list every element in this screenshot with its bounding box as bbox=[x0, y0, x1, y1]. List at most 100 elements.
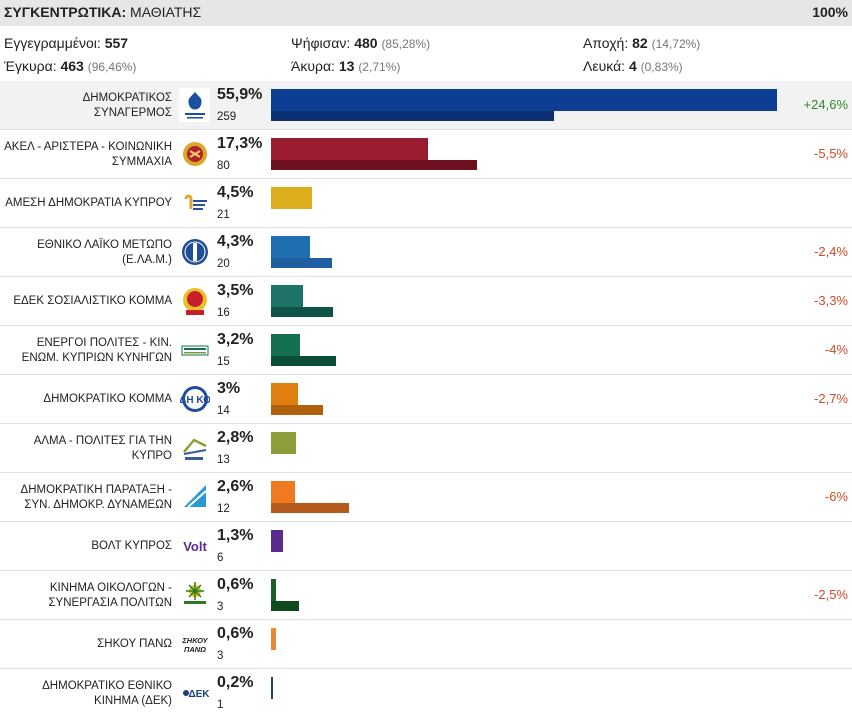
party-percent: 0,2% bbox=[217, 674, 254, 691]
elam-icon bbox=[179, 235, 210, 269]
sikou-icon: ΣΗΚΟΥ ΠΑΝΩ bbox=[179, 627, 210, 661]
party-row: ΒΟΛΤ ΚΥΠΡΟΣ Volt 1,3% 6 bbox=[0, 522, 852, 571]
current-result-bar bbox=[271, 138, 428, 160]
party-votes: 12 bbox=[217, 503, 230, 515]
party-percent: 3,5% bbox=[217, 282, 254, 299]
previous-result-bar bbox=[271, 307, 333, 317]
party-votes: 259 bbox=[217, 111, 237, 123]
party-row: ΔΗΜΟΚΡΑΤΙΚΗ ΠΑΡΑΤΑΞΗ - ΣΥΝ. ΔΗΜΟΚΡ. ΔΥΝΑ… bbox=[0, 473, 852, 522]
current-result-bar bbox=[271, 677, 273, 699]
svg-text:ΣΗΚΟΥ: ΣΗΚΟΥ bbox=[181, 636, 208, 645]
party-row: ΑΛΜΑ - ΠΟΛΙΤΕΣ ΓΙΑ ΤΗΝ ΚΥΠΡΟ 2,8% 13 bbox=[0, 424, 852, 473]
party-name: ΣΗΚΟΥ ΠΑΝΩ bbox=[97, 638, 172, 650]
disy-icon bbox=[179, 88, 210, 122]
party-row: ΑΜΕΣΗ ΔΗΜΟΚΡΑΤΙΑ ΚΥΠΡΟΥ 4,5% 21 bbox=[0, 179, 852, 228]
party-row: ΔΗΜΟΚΡΑΤΙΚΟ ΕΘΝΙΚΟ ΚΙΝΗΜΑ (ΔΕΚ) ΔΕΚ 0,2% 1 bbox=[0, 669, 852, 713]
previous-result-bar bbox=[271, 601, 300, 611]
current-result-bar bbox=[271, 628, 277, 650]
party-percent: 3,2% bbox=[217, 331, 254, 348]
svg-text:Volt: Volt bbox=[183, 539, 207, 554]
svg-text:ΔΗ ΚΟ: ΔΗ ΚΟ bbox=[180, 395, 210, 406]
previous-result-bar bbox=[271, 111, 555, 121]
party-percent: 4,5% bbox=[217, 184, 254, 201]
difference-label: -5,5% bbox=[814, 146, 848, 161]
volt-icon: Volt bbox=[179, 529, 210, 563]
party-votes: 14 bbox=[217, 405, 230, 417]
party-name: ΒΟΛΤ ΚΥΠΡΟΣ bbox=[91, 540, 172, 552]
previous-result-bar bbox=[271, 356, 337, 366]
party-percent: 55,9% bbox=[217, 86, 263, 103]
party-name: ΕΔΕΚ ΣΟΣΙΑΛΙΣΤΙΚΟ ΚΟΜΜΑ bbox=[13, 295, 172, 307]
difference-label: -2,7% bbox=[814, 391, 848, 406]
party-votes: 80 bbox=[217, 160, 230, 172]
difference-label: -3,3% bbox=[814, 293, 848, 308]
party-row: ΑΚΕΛ - ΑΡΙΣΤΕΡΑ - ΚΟΙΝΩΝΙΚΗ ΣΥΜΜΑΧΙΑ 17,3… bbox=[0, 130, 852, 179]
party-row: ΕΝΕΡΓΟΙ ΠΟΛΙΤΕΣ - ΚΙΝ. ΕΝΩΜ. ΚΥΠΡΙΩΝ ΚΥΝ… bbox=[0, 326, 852, 375]
party-row: ΣΗΚΟΥ ΠΑΝΩ ΣΗΚΟΥ ΠΑΝΩ 0,6% 3 bbox=[0, 620, 852, 669]
party-name: ΔΗΜΟΚΡΑΤΙΚΟ ΕΘΝΙΚΟ ΚΙΝΗΜΑ (ΔΕΚ) bbox=[42, 679, 172, 707]
svg-text:ΠΑΝΩ: ΠΑΝΩ bbox=[183, 645, 205, 654]
svg-text:ΔΕΚ: ΔΕΚ bbox=[188, 689, 210, 700]
party-row: ΚΙΝΗΜΑ ΟΙΚΟΛΟΓΩΝ - ΣΥΝΕΡΓΑΣΙΑ ΠΟΛΙΤΩΝ 0,6… bbox=[0, 571, 852, 620]
party-name: ΑΜΕΣΗ ΔΗΜΟΚΡΑΤΙΑ ΚΥΠΡΟΥ bbox=[5, 197, 172, 209]
akel-icon bbox=[179, 137, 210, 171]
header-percent: 100% bbox=[812, 4, 848, 20]
stat-voted: Ψήφισαν: 480 (85,28%) bbox=[291, 35, 431, 51]
summary-header: ΣΥΓΚΕΝΤΡΩΤΙΚΑ: ΜΑΘΙΑΤΗΣ 100% bbox=[0, 0, 852, 26]
party-votes: 13 bbox=[217, 454, 230, 466]
difference-label: -4% bbox=[824, 342, 848, 357]
previous-result-bar bbox=[271, 503, 349, 513]
current-result-bar bbox=[271, 187, 312, 209]
previous-result-bar bbox=[271, 160, 478, 170]
oikologoi-icon bbox=[179, 578, 210, 612]
party-name: ΔΗΜΟΚΡΑΤΙΚΟΣ ΣΥΝΑΓΕΡΜΟΣ bbox=[82, 91, 172, 119]
diko-icon: ΔΗ ΚΟ bbox=[179, 382, 210, 416]
ame-icon bbox=[179, 186, 210, 220]
energoi-icon bbox=[179, 333, 210, 367]
party-row: ΔΗΜΟΚΡΑΤΙΚΟΣ ΣΥΝΑΓΕΡΜΟΣ 55,9% 259 +24,6% bbox=[0, 81, 852, 130]
party-name: ΚΙΝΗΜΑ ΟΙΚΟΛΟΓΩΝ - ΣΥΝΕΡΓΑΣΙΑ ΠΟΛΙΤΩΝ bbox=[48, 581, 172, 609]
party-name: ΔΗΜΟΚΡΑΤΙΚΗ ΠΑΡΑΤΑΞΗ - ΣΥΝ. ΔΗΜΟΚΡ. ΔΥΝΑ… bbox=[20, 483, 172, 511]
party-percent: 0,6% bbox=[217, 625, 254, 642]
party-name: ΕΘΝΙΚΟ ΛΑΪΚΟ ΜΕΤΩΠΟ (Ε.ΛΑ.Μ.) bbox=[37, 238, 172, 266]
edek-icon bbox=[179, 284, 210, 318]
current-result-bar bbox=[271, 383, 299, 405]
party-name: ΔΗΜΟΚΡΑΤΙΚΟ ΚΟΜΜΑ bbox=[43, 393, 172, 405]
stat-valid: Έγκυρα: 463 (96,46%) bbox=[4, 58, 137, 74]
current-result-bar bbox=[271, 481, 295, 503]
party-name: ΕΝΕΡΓΟΙ ΠΟΛΙΤΕΣ - ΚΙΝ. ΕΝΩΜ. ΚΥΠΡΙΩΝ ΚΥΝ… bbox=[21, 336, 172, 364]
party-percent: 2,6% bbox=[217, 478, 254, 495]
difference-label: -2,5% bbox=[814, 587, 848, 602]
current-result-bar bbox=[271, 334, 300, 356]
difference-label: -2,4% bbox=[814, 244, 848, 259]
current-result-bar bbox=[271, 236, 310, 258]
party-name: ΑΛΜΑ - ΠΟΛΙΤΕΣ ΓΙΑ ΤΗΝ ΚΥΠΡΟ bbox=[33, 434, 172, 462]
stat-invalid: Άκυρα: 13 (2,71%) bbox=[291, 58, 401, 74]
party-row: ΕΘΝΙΚΟ ΛΑΪΚΟ ΜΕΤΩΠΟ (Ε.ΛΑ.Μ.) 4,3% 20 -2,4% bbox=[0, 228, 852, 277]
stat-registered: Εγγεγραμμένοι: 557 bbox=[4, 35, 129, 51]
turnout-stats: Εγγεγραμμένοι: 557 Έγκυρα: 463 (96,46%) … bbox=[0, 28, 852, 80]
party-percent: 4,3% bbox=[217, 233, 254, 250]
party-percent: 2,8% bbox=[217, 429, 254, 446]
alma-icon bbox=[179, 431, 210, 465]
current-result-bar bbox=[271, 285, 303, 307]
party-votes: 15 bbox=[217, 356, 230, 368]
current-result-bar bbox=[271, 579, 277, 601]
party-votes: 3 bbox=[217, 650, 224, 662]
party-percent: 3% bbox=[217, 380, 241, 397]
party-percent: 17,3% bbox=[217, 135, 263, 152]
party-votes: 3 bbox=[217, 601, 224, 613]
party-votes: 6 bbox=[217, 552, 224, 564]
party-row: ΕΔΕΚ ΣΟΣΙΑΛΙΣΤΙΚΟ ΚΟΜΜΑ 3,5% 16 -3,3% bbox=[0, 277, 852, 326]
difference-label: -6% bbox=[824, 489, 848, 504]
party-name: ΑΚΕΛ - ΑΡΙΣΤΕΡΑ - ΚΟΙΝΩΝΙΚΗ ΣΥΜΜΑΧΙΑ bbox=[4, 140, 172, 168]
previous-result-bar bbox=[271, 405, 323, 415]
party-percent: 0,6% bbox=[217, 576, 254, 593]
stat-blank: Λευκά: 4 (0,83%) bbox=[583, 58, 683, 74]
party-percent: 1,3% bbox=[217, 527, 254, 544]
party-row: ΔΗΜΟΚΡΑΤΙΚΟ ΚΟΜΜΑ ΔΗ ΚΟ 3% 14 -2,7% bbox=[0, 375, 852, 424]
previous-result-bar bbox=[271, 258, 332, 268]
party-votes: 16 bbox=[217, 307, 230, 319]
header-title: ΣΥΓΚΕΝΤΡΩΤΙΚΑ: ΜΑΘΙΑΤΗΣ bbox=[4, 4, 202, 20]
current-result-bar bbox=[271, 530, 283, 552]
